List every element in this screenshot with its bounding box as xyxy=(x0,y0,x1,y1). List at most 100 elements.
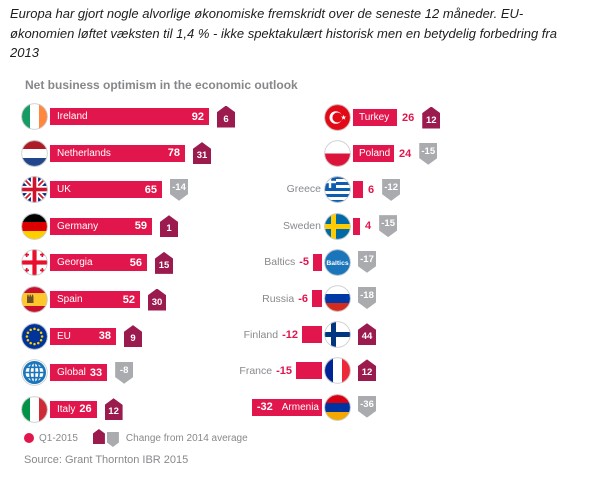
bar-group: Finland -12 xyxy=(244,321,322,348)
up-arrow-badge: 30 xyxy=(148,288,166,311)
optimism-bar: Spain 52 xyxy=(50,291,140,308)
optimism-bar: EU 38 xyxy=(50,327,116,345)
flag-sweden-icon xyxy=(324,212,351,240)
country-label: Netherlands xyxy=(57,147,111,159)
chart-row-georgia: Georgia 56 15 xyxy=(21,249,173,277)
flag-global-icon xyxy=(21,359,48,386)
up-arrow-badge: 9 xyxy=(124,325,142,348)
optimism-value: 59 xyxy=(134,220,147,233)
bar-group: Russia -6 xyxy=(262,285,322,312)
chart-row-sweden: Sweden 4 -15 xyxy=(0,212,613,240)
optimism-bar: Global 33 xyxy=(50,364,108,382)
optimism-bar xyxy=(353,217,360,235)
flag-italy-icon xyxy=(21,396,48,423)
chart-row-baltics: Baltics Baltics -5 -17 xyxy=(0,249,613,276)
flag-spain-icon xyxy=(21,286,48,313)
chart-row-global: Global 33 -8 xyxy=(21,359,134,386)
legend-change-label: Change from 2014 average xyxy=(125,432,248,444)
down-arrow-badge: -8 xyxy=(115,361,134,384)
bar-group: 4 -15 xyxy=(353,213,398,240)
optimism-value: 78 xyxy=(167,147,180,160)
optimism-value: 92 xyxy=(191,110,204,123)
flag-greece-icon xyxy=(324,176,351,204)
chart-row-france: France -15 12 xyxy=(0,357,613,385)
country-label: Armenia xyxy=(281,401,319,413)
chart-row-uk: UK 65 -14 xyxy=(21,176,188,203)
flag-russia-icon xyxy=(324,285,351,312)
optimism-value: 24 xyxy=(399,147,412,160)
optimism-value: 38 xyxy=(98,330,111,343)
up-arrow-badge: 44 xyxy=(358,323,376,346)
chart-row-poland: Poland 24 -15 xyxy=(0,140,613,167)
country-label: Ireland xyxy=(57,111,88,122)
optimism-value: -32 xyxy=(256,401,273,414)
country-label: Spain xyxy=(57,294,83,305)
optimism-bar xyxy=(312,290,322,307)
bar-group: Turkey 26 12 xyxy=(353,104,441,131)
optimism-value: 56 xyxy=(129,256,142,269)
chart-row-italy: Italy 26 12 xyxy=(21,396,123,423)
legend-change-icons xyxy=(92,429,119,447)
down-arrow-badge: -15 xyxy=(379,215,398,238)
down-arrow-badge: -14 xyxy=(170,178,188,201)
flag-netherlands-icon xyxy=(21,139,48,167)
legend: Q1-2015 Change from 2014 average xyxy=(24,429,248,447)
up-arrow-badge: 15 xyxy=(155,251,173,274)
legend-q1-label: Q1-2015 xyxy=(39,432,78,444)
optimism-value: 65 xyxy=(144,183,157,196)
country-label: UK xyxy=(57,184,71,196)
flag-turkey-icon xyxy=(324,104,351,131)
optimism-bar: Turkey xyxy=(353,109,397,126)
source-text: Source: Grant Thornton IBR 2015 xyxy=(24,454,189,466)
up-arrow-badge: 12 xyxy=(422,106,441,129)
flag-georgia-icon xyxy=(21,249,48,277)
chart-row-spain: Spain 52 30 xyxy=(21,286,166,313)
down-arrow-badge xyxy=(106,432,119,447)
optimism-value: -12 xyxy=(282,328,298,341)
country-label: Sweden xyxy=(283,219,321,232)
flag-baltics-icon: Baltics xyxy=(324,249,351,276)
country-label: Italy xyxy=(57,403,76,415)
optimism-value: 4 xyxy=(365,220,372,233)
optimism-value: -6 xyxy=(298,292,308,305)
optimism-bar xyxy=(302,326,322,344)
bar-group: Poland 24 -15 xyxy=(353,140,438,167)
country-label: Finland xyxy=(243,328,279,341)
country-label: Poland xyxy=(359,148,391,160)
chart-row-russia: Russia -6 -18 xyxy=(0,285,613,312)
bar-group: France -15 xyxy=(239,357,322,384)
optimism-value: -5 xyxy=(299,256,309,269)
bar-group: -32 Armenia xyxy=(251,394,322,421)
country-label: Russia xyxy=(262,292,295,305)
flag-uk-icon xyxy=(21,176,48,203)
country-label: Baltics xyxy=(264,256,296,269)
down-arrow-badge: -36 xyxy=(358,395,376,418)
chart-row-eu: EU 38 9 xyxy=(21,322,142,350)
chart-row-greece: Greece 6 -12 xyxy=(0,176,613,204)
chart-row-turkey: Turkey 26 12 xyxy=(0,104,613,131)
optimism-bar xyxy=(296,362,322,380)
flag-ireland-icon xyxy=(21,103,48,130)
down-arrow-badge: -12 xyxy=(382,178,401,201)
q1-2015-dot-icon xyxy=(24,433,34,443)
optimism-bar: Poland xyxy=(353,145,394,163)
country-label: Greece xyxy=(286,183,321,196)
optimism-bar: Italy 26 xyxy=(50,400,97,418)
chart-row-finland: Finland -12 44 xyxy=(0,321,613,348)
up-arrow-badge: 12 xyxy=(358,359,376,382)
down-arrow-badge: -17 xyxy=(358,250,376,273)
country-label: Georgia xyxy=(57,257,93,269)
optimism-bar xyxy=(353,181,363,199)
down-arrow-badge: -15 xyxy=(419,142,438,165)
up-arrow-badge xyxy=(92,429,105,444)
optimism-bar: Netherlands 78 xyxy=(50,144,185,162)
chart-title: Net business optimism in the economic ou… xyxy=(25,78,298,92)
optimism-value: 52 xyxy=(122,293,135,306)
optimism-bar xyxy=(313,253,322,271)
country-label: Turkey xyxy=(359,112,390,123)
up-arrow-badge: 1 xyxy=(160,215,178,238)
flag-eu-icon xyxy=(21,322,48,350)
intro-text: Europa har gjort nogle alvorlige økonomi… xyxy=(10,6,557,60)
chart-row-netherlands: Netherlands 78 31 xyxy=(21,139,211,167)
